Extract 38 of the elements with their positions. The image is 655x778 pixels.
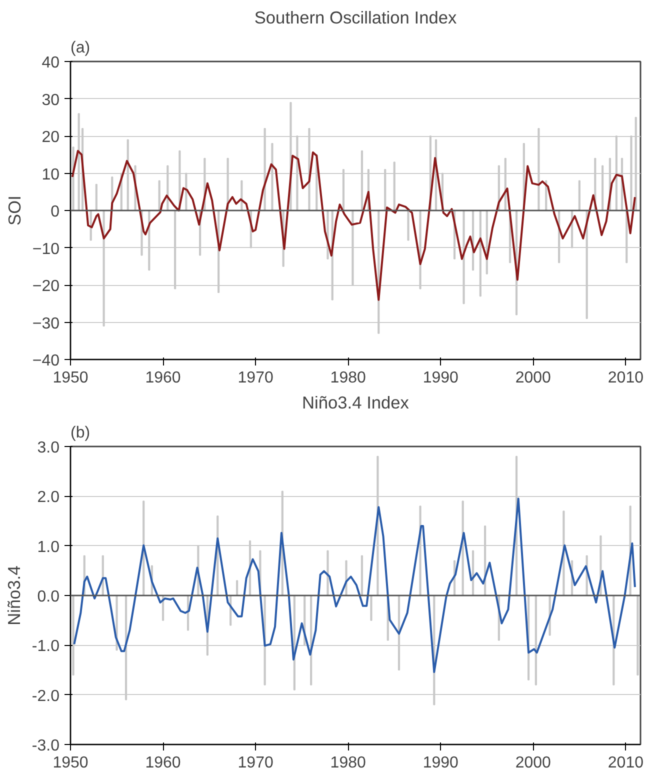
x-tick-label: 2010	[608, 370, 644, 386]
x-tick-label: 2000	[515, 370, 552, 386]
x-tick-label: 1970	[238, 370, 274, 386]
y-tick-label: 0.0	[37, 588, 60, 606]
y-tick-label: −10	[32, 240, 60, 258]
y-tick-label: 10	[42, 166, 60, 184]
x-tick-label: 1970	[238, 754, 274, 772]
line-series	[73, 498, 636, 673]
y-tick-label: -3.0	[32, 738, 60, 754]
x-tick-label: 1960	[145, 754, 181, 772]
chart-title: Southern Oscillation Index	[254, 8, 457, 28]
y-tick-label: 2.0	[37, 489, 60, 506]
y-tick-label: 3.0	[37, 440, 60, 456]
y-tick-label: −30	[32, 315, 60, 332]
y-tick-label: −20	[32, 278, 60, 295]
x-tick-label: 1990	[422, 370, 459, 386]
y-tick-label: 1.0	[37, 538, 60, 556]
y-tick-label: −40	[32, 352, 60, 370]
x-tick-label: 1950	[52, 370, 88, 386]
chart-title: Niño3.4 Index	[302, 392, 410, 412]
y-axis-title: SOI	[4, 196, 24, 226]
x-tick-label: 1980	[330, 754, 366, 772]
y-axis-title: Niño3.4	[4, 565, 24, 626]
y-tick-label: 40	[42, 54, 60, 72]
text: (a)	[70, 40, 90, 56]
y-tick-label: 30	[42, 92, 60, 109]
text: (b)	[70, 424, 90, 442]
x-tick-label: 1950	[52, 754, 88, 772]
x-tick-label: 1960	[145, 370, 181, 386]
x-tick-label: 1990	[422, 754, 459, 772]
y-tick-label: -1.0	[32, 638, 60, 656]
y-tick-label: 0	[50, 204, 60, 220]
x-tick-label: 1980	[330, 370, 366, 386]
x-tick-label: 2000	[515, 754, 552, 772]
x-tick-label: 2010	[608, 754, 644, 772]
y-tick-label: 20	[42, 129, 60, 146]
y-tick-label: -2.0	[32, 688, 60, 705]
line-series	[71, 150, 636, 301]
